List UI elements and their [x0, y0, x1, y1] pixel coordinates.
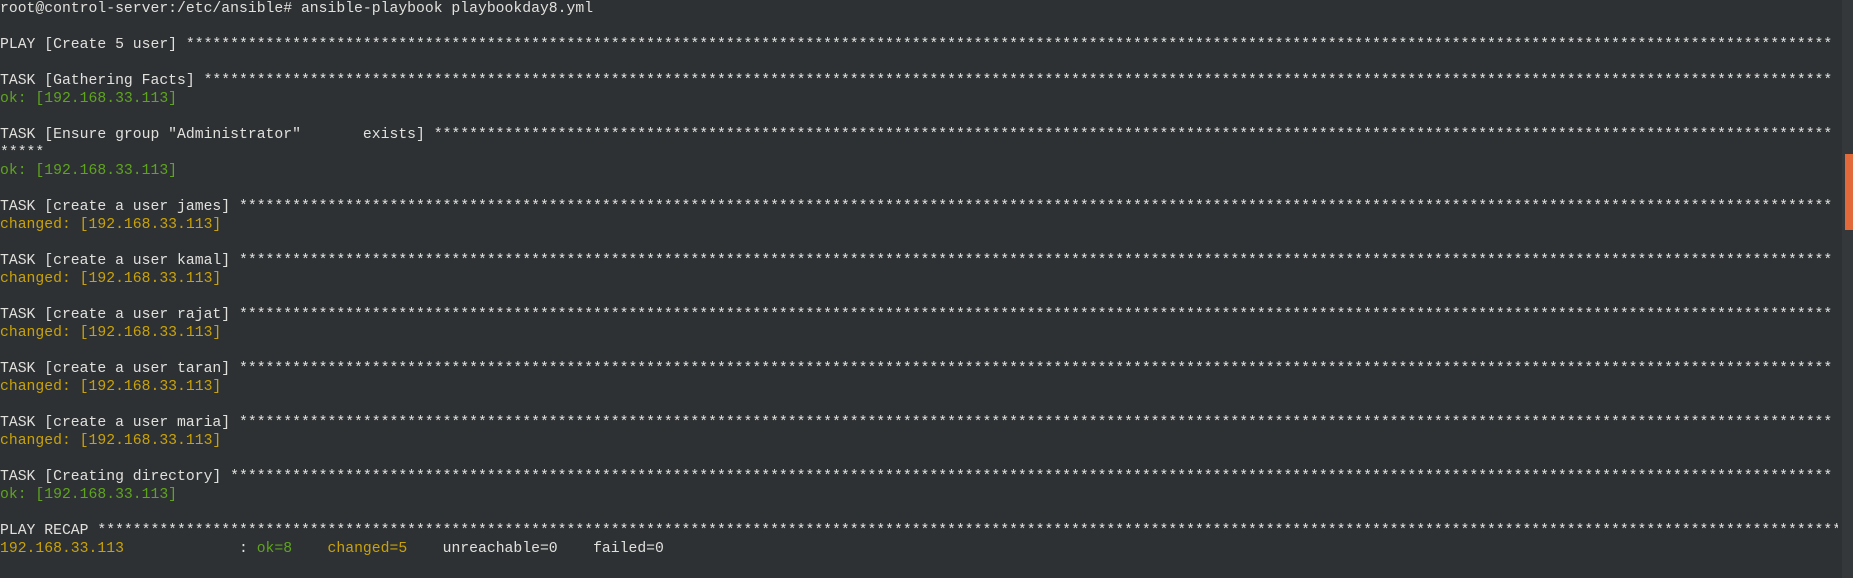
output-line: changed: [192.168.33.113]: [0, 270, 1838, 288]
output-line: TASK [create a user taran] *************…: [0, 360, 1838, 378]
output-line: changed: [192.168.33.113]: [0, 378, 1838, 396]
output-line: TASK [create a user kamal] *************…: [0, 252, 1838, 270]
output-text: ok: [192.168.33.113]: [0, 91, 178, 107]
output-line: ok: [192.168.33.113]: [0, 162, 1838, 180]
blank-line: [0, 180, 1838, 198]
output-text: :: [123, 541, 257, 557]
output-text: changed: [192.168.33.113]: [0, 271, 222, 287]
prompt-line: root@control-server:/etc/ansible# ansibl…: [0, 1, 594, 17]
scrollbar-track[interactable]: [1842, 0, 1853, 578]
output-line: changed: [192.168.33.113]: [0, 324, 1838, 342]
output-line: PLAY RECAP *****************************…: [0, 522, 1838, 540]
output-line: TASK [create a user james] *************…: [0, 198, 1838, 216]
output-text: PLAY [Create 5 user] *******************…: [0, 37, 1833, 53]
output-line: TASK [create a user rajat] *************…: [0, 306, 1838, 324]
output-text: TASK [create a user maria] *************…: [0, 415, 1833, 431]
output-text: TASK [Gathering Facts] *****************…: [0, 73, 1833, 89]
scrollbar-thumb[interactable]: [1845, 154, 1853, 230]
output-text: ok: [192.168.33.113]: [0, 487, 178, 503]
output-text: ok: [192.168.33.113]: [0, 163, 178, 179]
blank-line: [0, 450, 1838, 468]
output-text: changed: [192.168.33.113]: [0, 325, 222, 341]
output-line: changed: [192.168.33.113]: [0, 432, 1838, 450]
blank-line: [0, 288, 1838, 306]
blank-line: [0, 396, 1838, 414]
output-line: TASK [Gathering Facts] *****************…: [0, 72, 1838, 90]
output-text: changed: [192.168.33.113]: [0, 217, 222, 233]
output-line: 192.168.33.113 : ok=8 changed=5 unreacha…: [0, 540, 1838, 558]
output-text: TASK [create a user kamal] *************…: [0, 253, 1833, 269]
output-line: TASK [Ensure group "Administrator" exist…: [0, 126, 1838, 144]
output-text: TASK [Ensure group "Administrator" exist…: [0, 127, 1833, 143]
blank-line: [0, 54, 1838, 72]
output-line: PLAY [Create 5 user] *******************…: [0, 36, 1838, 54]
output-text: *****: [0, 145, 45, 161]
output-text: changed=5: [327, 541, 408, 557]
output-line: ok: [192.168.33.113]: [0, 90, 1838, 108]
output-text: changed: [192.168.33.113]: [0, 433, 222, 449]
blank-line: [0, 108, 1838, 126]
blank-line: [0, 18, 1838, 36]
output-line: TASK [create a user maria] *************…: [0, 414, 1838, 432]
output-text: TASK [Creating directory] **************…: [0, 469, 1833, 485]
output-line: TASK [Creating directory] **************…: [0, 468, 1838, 486]
output-text: unreachable=0 failed=0: [407, 541, 664, 557]
output-text: TASK [create a user taran] *************…: [0, 361, 1833, 377]
blank-line: [0, 234, 1838, 252]
output-text: 192.168.33.113: [0, 541, 124, 557]
output-line: changed: [192.168.33.113]: [0, 216, 1838, 234]
blank-line: [0, 342, 1838, 360]
output-text: changed: [192.168.33.113]: [0, 379, 222, 395]
output-line: ok: [192.168.33.113]: [0, 486, 1838, 504]
output-text: ok=8: [256, 541, 293, 557]
output-line: *****: [0, 144, 1838, 162]
blank-line: [0, 504, 1838, 522]
output-text: PLAY RECAP *****************************…: [0, 523, 1838, 539]
output-text: [292, 541, 327, 557]
output-text: TASK [create a user rajat] *************…: [0, 307, 1833, 323]
output-text: TASK [create a user james] *************…: [0, 199, 1833, 215]
